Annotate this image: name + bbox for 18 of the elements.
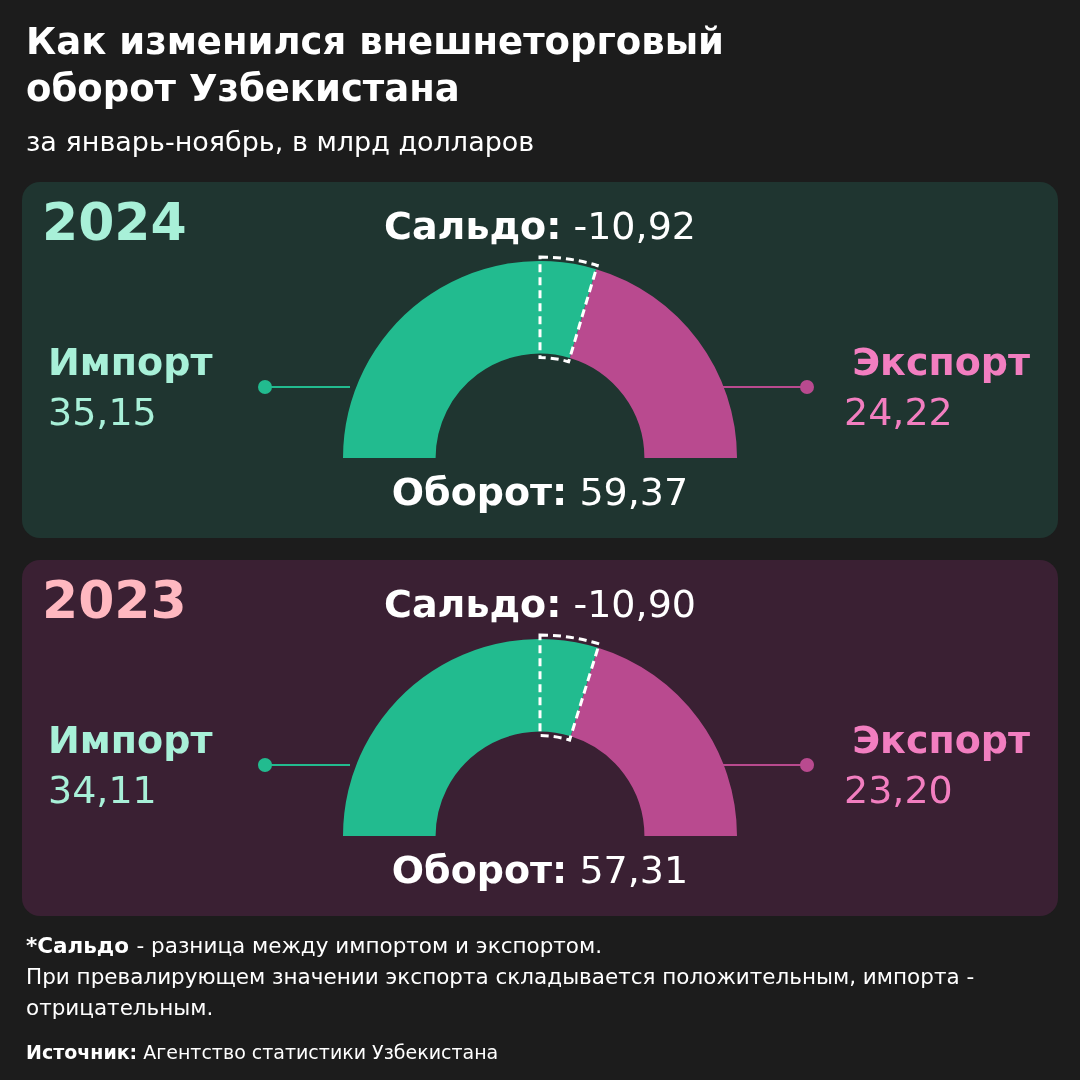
data-label: 23,20 <box>844 768 953 812</box>
chart-title: 2024 <box>42 192 187 252</box>
slice-label: Импорт <box>48 718 213 762</box>
legend-label: Экспорт <box>852 340 1030 384</box>
text: Сальдо: -10,92 <box>384 204 696 248</box>
data-label: 24,22 <box>844 390 953 434</box>
text: Оборот: 59,37 <box>391 470 689 514</box>
text: за январь-ноябрь, в млрд долларов <box>26 126 536 157</box>
data-label: 35,15 <box>48 390 157 434</box>
text: Оборот: 57,31 <box>391 848 689 892</box>
text: *Сальдо - разница между импортом и экспортом. При превалирующем значении экспорта складывается положительным, импорта - отрицательным. <box>26 933 976 1022</box>
data-label: 34,11 <box>48 768 157 812</box>
text: Сальдо: -10,90 <box>384 582 696 626</box>
legend-label: Экспорт <box>852 718 1030 762</box>
text: Как изменился внешнеторговый оборот Узбекистана <box>26 19 726 112</box>
text: Источник: Агентство статистики Узбекистана <box>26 1041 499 1063</box>
chart-title: 2023 <box>42 570 187 630</box>
slice-label: Импорт <box>48 340 213 384</box>
